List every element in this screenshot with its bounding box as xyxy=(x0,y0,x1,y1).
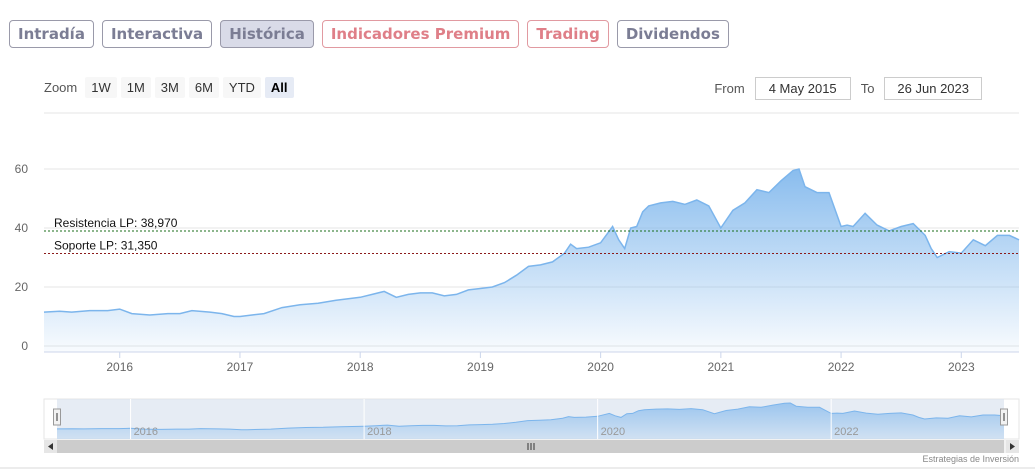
zoom-1m-button[interactable]: 1M xyxy=(120,77,151,98)
navigator-tick-label: 2022 xyxy=(834,426,858,438)
navigator[interactable]: 2016 2018 2020 2022 xyxy=(43,398,1020,440)
to-date-input[interactable]: 26 Jun 2023 xyxy=(884,77,982,100)
tab-interactiva[interactable]: Interactiva xyxy=(101,20,213,48)
scroll-left-arrow-icon xyxy=(48,443,53,450)
support-label: Soporte LP: 31,350 xyxy=(54,239,158,253)
navigator-tick-label: 2020 xyxy=(601,426,625,438)
tab-historica[interactable]: Histórica xyxy=(220,20,314,48)
y-tick-label: 40 xyxy=(15,221,29,235)
navigator-series xyxy=(56,402,1005,439)
tab-indicadores-premium[interactable]: Indicadores Premium xyxy=(321,20,520,48)
credit-text: Estrategias de Inversión xyxy=(922,454,1019,464)
scrollbar[interactable] xyxy=(44,440,1019,453)
zoom-label: Zoom xyxy=(44,80,78,95)
navigator-line xyxy=(56,402,1005,431)
navigator-tick-label: 2018 xyxy=(367,426,391,438)
x-tick-label: 2018 xyxy=(347,360,374,374)
y-tick-label: 20 xyxy=(15,280,29,294)
x-tick-label: 2016 xyxy=(106,360,133,374)
x-tick-label: 2021 xyxy=(707,360,734,374)
y-axis-labels: 0 20 40 60 xyxy=(15,162,29,353)
tab-dividendos[interactable]: Dividendos xyxy=(616,20,729,48)
navigator-labels: 2016 2018 2020 2022 xyxy=(130,399,859,439)
to-label: To xyxy=(860,81,875,96)
zoom-all-button[interactable]: All xyxy=(264,77,294,98)
series-line xyxy=(43,168,1020,318)
x-tick-label: 2020 xyxy=(587,360,614,374)
date-range: From 4 May 2015 To 26 Jun 2023 xyxy=(714,77,982,100)
scroll-right-arrow-icon xyxy=(1010,443,1015,450)
x-axis-labels: 2016 2017 2018 2019 2020 2021 2022 2023 xyxy=(106,352,975,374)
from-label: From xyxy=(714,81,745,96)
zoom-3m-button[interactable]: 3M xyxy=(154,77,185,98)
zoom-selector: Zoom 1W 1M 3M 6M YTD All xyxy=(44,77,294,98)
navigator-tick-label: 2016 xyxy=(134,426,158,438)
scrollbar-grip-icon xyxy=(527,443,535,450)
x-tick-label: 2019 xyxy=(467,360,494,374)
resistance-label: Resistencia LP: 38,970 xyxy=(54,216,178,230)
tab-trading[interactable]: Trading xyxy=(527,20,609,48)
y-tick-label: 0 xyxy=(21,339,28,353)
from-date-input[interactable]: 4 May 2015 xyxy=(754,77,851,100)
tab-intradia[interactable]: Intradía xyxy=(9,20,94,48)
x-tick-label: 2017 xyxy=(227,360,254,374)
zoom-ytd-button[interactable]: YTD xyxy=(222,77,261,98)
zoom-1w-button[interactable]: 1W xyxy=(85,77,117,98)
zoom-6m-button[interactable]: 6M xyxy=(188,77,219,98)
price-series xyxy=(43,168,1020,352)
x-tick-label: 2023 xyxy=(948,360,975,374)
support-resistance-lines: Resistencia LP: 38,970 Soporte LP: 31,350 xyxy=(44,216,1019,255)
x-tick-label: 2022 xyxy=(828,360,855,374)
tab-bar: Intradía Interactiva Histórica Indicador… xyxy=(9,20,729,48)
y-tick-label: 60 xyxy=(15,162,29,176)
series-area xyxy=(44,169,1019,352)
